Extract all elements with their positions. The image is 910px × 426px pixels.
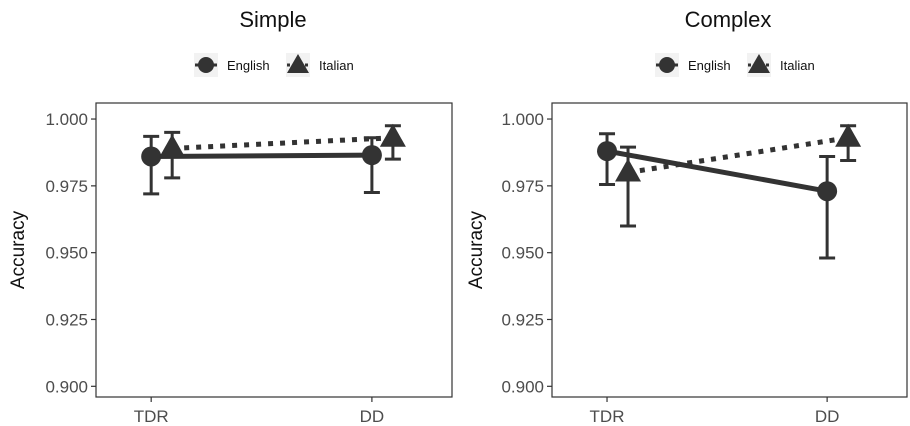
- data-point-english-tdr: [141, 146, 162, 167]
- y-tick-label: 1.000: [501, 110, 544, 129]
- series-line-english: [606, 148, 828, 194]
- x-tick-label: DD: [815, 407, 840, 426]
- legend-triangle-marker: [748, 54, 770, 73]
- data-point-italian-dd: [379, 123, 406, 147]
- chart-legend: English Italian: [194, 53, 354, 77]
- series-english: [597, 132, 838, 260]
- legend-label-italian: Italian: [780, 58, 815, 73]
- y-tick-label: 0.925: [45, 310, 88, 329]
- legend-label-italian: Italian: [319, 58, 354, 73]
- y-axis-title: Accuracy: [466, 210, 487, 289]
- x-tick-label: DD: [360, 407, 385, 426]
- legend-circle-marker: [198, 57, 214, 73]
- series-line-english: [151, 152, 372, 159]
- y-tick-label: 0.975: [45, 177, 88, 196]
- x-tick-label: TDR: [590, 407, 625, 426]
- legend-label-english: English: [688, 58, 731, 73]
- x-tick-label: TDR: [134, 407, 169, 426]
- legend-triangle-marker: [287, 54, 309, 73]
- chart-legend: English Italian: [655, 53, 815, 77]
- data-point-italian-dd: [835, 123, 862, 147]
- y-tick-label: 0.900: [45, 377, 88, 396]
- chart-title: Complex: [685, 7, 772, 32]
- data-point-english-dd: [361, 145, 382, 166]
- legend-label-english: English: [227, 58, 270, 73]
- series-line-italian: [172, 135, 394, 151]
- plot-frame: [95, 102, 453, 398]
- data-point-italian-tdr: [159, 134, 186, 158]
- legend-circle-marker: [659, 57, 675, 73]
- chart-title: Simple: [239, 7, 306, 32]
- y-tick-label: 0.975: [501, 177, 544, 196]
- series-italian: [615, 123, 862, 228]
- y-tick-label: 0.925: [501, 310, 544, 329]
- data-point-english-dd: [817, 181, 838, 202]
- series-line-italian: [627, 135, 849, 175]
- plot-frame: [551, 102, 908, 398]
- data-point-english-tdr: [597, 141, 618, 162]
- series-italian: [159, 123, 406, 180]
- y-axis-title: Accuracy: [8, 210, 29, 289]
- series-english: [141, 134, 382, 196]
- y-tick-label: 0.950: [501, 244, 544, 263]
- chart-panel-complex: Complex English Italian 0.900 0.925 0.950 0.97…: [466, 7, 908, 426]
- chart-panel-simple: Simple English Italian 0.900 0.925 0.950 0.975…: [8, 7, 453, 426]
- data-point-italian-tdr: [615, 158, 642, 182]
- y-tick-label: 0.900: [501, 377, 544, 396]
- y-tick-label: 1.000: [45, 110, 88, 129]
- y-tick-label: 0.950: [45, 244, 88, 263]
